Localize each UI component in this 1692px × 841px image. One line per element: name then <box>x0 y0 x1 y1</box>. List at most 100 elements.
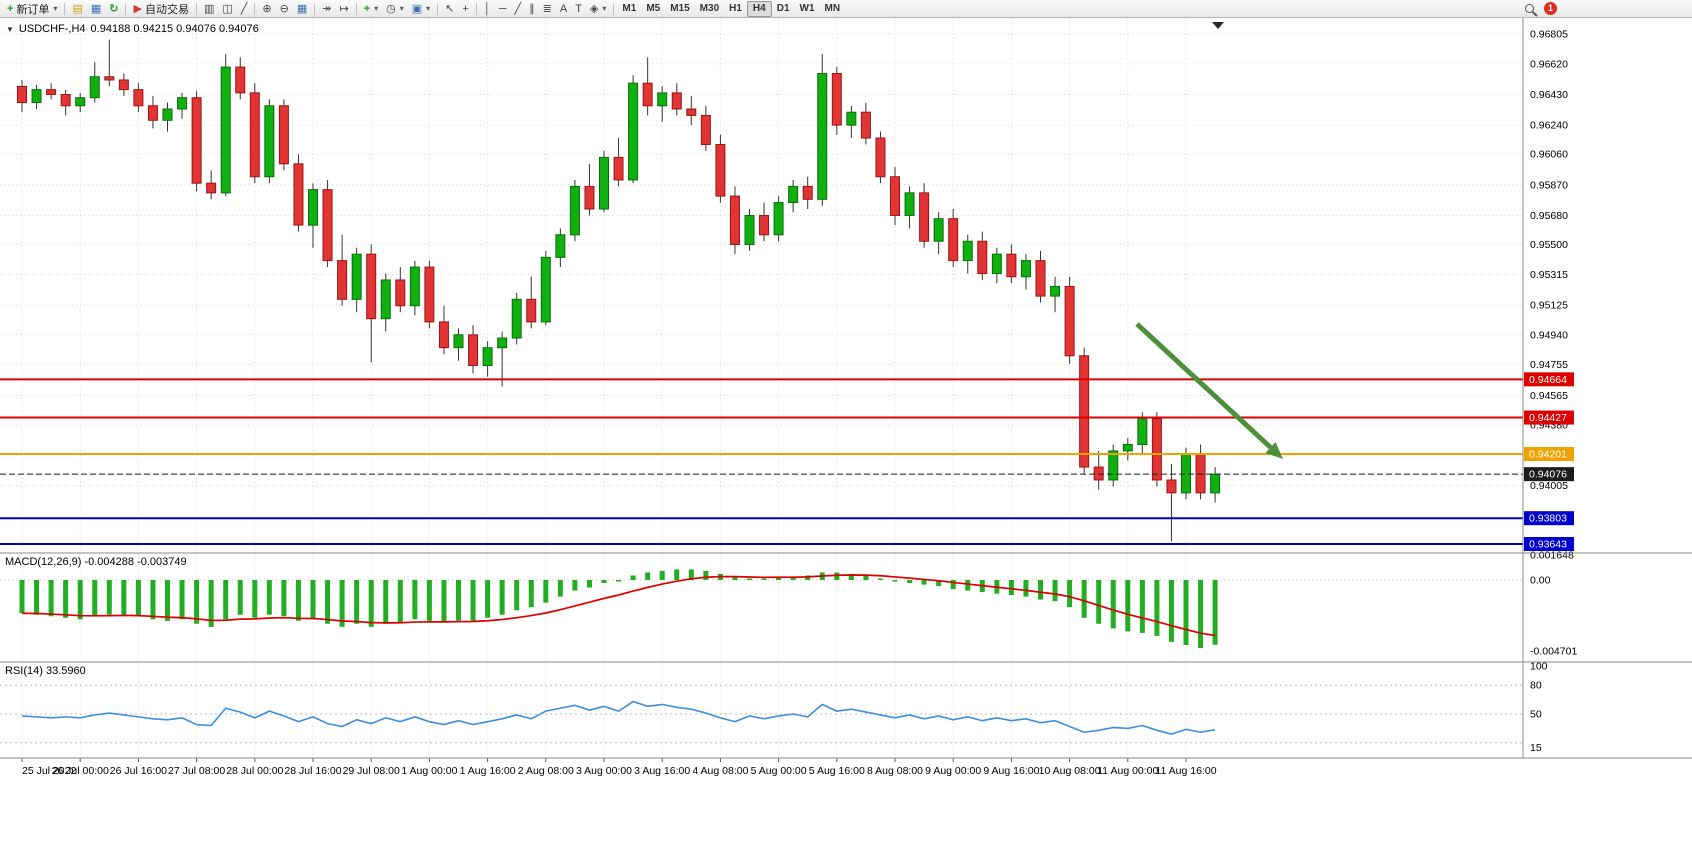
svg-text:0.94201: 0.94201 <box>1529 448 1567 460</box>
trendline-icon: ╱ <box>514 2 522 15</box>
svg-text:0.94076: 0.94076 <box>1529 469 1567 481</box>
candlestick-button[interactable]: ◫ <box>218 1 236 17</box>
svg-text:0.95125: 0.95125 <box>1530 299 1568 311</box>
timeframe-m30-button[interactable]: M30 <box>699 2 720 14</box>
svg-text:0.93803: 0.93803 <box>1529 513 1567 525</box>
line-chart-button[interactable]: ╱ <box>237 1 252 17</box>
timeframe-m5-button[interactable]: M5 <box>646 2 661 14</box>
svg-text:4 Aug 08:00: 4 Aug 08:00 <box>692 765 748 777</box>
crosshair-icon: + <box>462 2 469 15</box>
svg-text:0.95315: 0.95315 <box>1530 269 1568 281</box>
chart-dropdown-arrow[interactable]: ▼ <box>6 24 14 34</box>
autoscroll-button[interactable]: ↠ <box>318 1 335 17</box>
svg-text:9 Aug 16:00: 9 Aug 16:00 <box>983 765 1039 777</box>
new-order-icon: + <box>7 2 14 15</box>
zoom-out-button[interactable]: ⊖ <box>276 1 293 17</box>
candlestick-icon: ◫ <box>222 2 233 15</box>
svg-text:29 Jul 08:00: 29 Jul 08:00 <box>343 765 400 777</box>
svg-text:0.94565: 0.94565 <box>1530 390 1568 402</box>
search-icon[interactable] <box>1525 4 1534 13</box>
autoscroll-icon: ↠ <box>322 2 332 15</box>
svg-text:27 Jul 08:00: 27 Jul 08:00 <box>168 765 225 777</box>
svg-text:0.00: 0.00 <box>1530 575 1551 587</box>
line-chart-icon: ╱ <box>240 2 248 15</box>
chevron-down-icon: ▾ <box>53 4 58 13</box>
svg-text:9 Aug 00:00: 9 Aug 00:00 <box>925 765 981 777</box>
channel-button[interactable]: ∥ <box>525 1 539 17</box>
timeframe-d1-button[interactable]: D1 <box>776 2 790 14</box>
autotrade-button[interactable]: ▶ 自动交易 <box>129 1 192 17</box>
svg-text:5 Aug 00:00: 5 Aug 00:00 <box>751 765 807 777</box>
templates-button[interactable]: ▣ ▾ <box>408 1 434 17</box>
cursor-icon: ↖ <box>445 2 455 15</box>
new-order-button[interactable]: + 新订单 ▾ <box>3 1 61 17</box>
vertical-line-button[interactable]: │ <box>480 1 495 17</box>
toolbar-separator <box>355 2 357 15</box>
channel-icon: ∥ <box>529 2 535 15</box>
tile-windows-icon: ▦ <box>296 2 308 15</box>
zoom-in-button[interactable]: ⊕ <box>258 1 275 17</box>
svg-text:11 Aug 16:00: 11 Aug 16:00 <box>1155 765 1216 777</box>
timeframe-m1-button[interactable]: M1 <box>622 2 637 14</box>
bar-chart-icon: ▥ <box>203 2 215 15</box>
timeframe-h4-button[interactable]: H4 <box>746 0 772 17</box>
timeframe-m15-button[interactable]: M15 <box>670 2 690 14</box>
svg-text:3 Aug 16:00: 3 Aug 16:00 <box>634 765 690 777</box>
toolbar-separator <box>314 2 316 15</box>
trendline-button[interactable]: ╱ <box>511 1 526 17</box>
charts-window-button[interactable]: ▤ <box>68 1 86 17</box>
notification-badge[interactable]: 1 <box>1544 2 1557 15</box>
svg-text:0.001648: 0.001648 <box>1530 550 1574 562</box>
svg-text:11 Aug 00:00: 11 Aug 00:00 <box>1097 765 1158 777</box>
svg-text:26 Jul 00:00: 26 Jul 00:00 <box>52 765 109 777</box>
timeframe-h1-button[interactable]: H1 <box>729 2 742 14</box>
svg-text:50: 50 <box>1530 709 1542 721</box>
fibonacci-button[interactable]: ≣ <box>539 1 556 17</box>
horizontal-line-icon: ─ <box>498 2 507 15</box>
charts-icon: ▤ <box>72 2 83 15</box>
svg-text:0.96805: 0.96805 <box>1530 29 1568 41</box>
clock-icon: ◷ <box>386 2 396 15</box>
chart-shift-button[interactable]: ↦ <box>335 1 352 17</box>
svg-text:25 Jul 2022: 25 Jul 2022 <box>22 765 76 777</box>
svg-text:0.96430: 0.96430 <box>1530 89 1568 101</box>
shapes-icon: ◈ <box>589 2 599 15</box>
data-window-button[interactable]: ▦ <box>87 1 105 17</box>
bar-chart-button[interactable]: ▥ <box>200 1 218 17</box>
horizontal-line-button[interactable]: ─ <box>495 1 511 17</box>
vertical-line-icon: │ <box>483 2 491 15</box>
label-tool-button[interactable]: T <box>571 1 586 17</box>
zoom-in-icon: ⊕ <box>262 2 272 15</box>
timeframe-mn-button[interactable]: MN <box>824 2 841 14</box>
svg-text:0.96060: 0.96060 <box>1530 149 1568 161</box>
symbol-timeframe-label: USDCHF-,H4 <box>18 23 86 35</box>
svg-text:0.94664: 0.94664 <box>1529 374 1567 386</box>
svg-text:8 Aug 08:00: 8 Aug 08:00 <box>867 765 923 777</box>
svg-text:15: 15 <box>1530 742 1542 754</box>
text-tool-button[interactable]: A <box>556 1 571 17</box>
templates-icon: ▣ <box>411 2 423 15</box>
shapes-button[interactable]: ◈ ▾ <box>586 1 610 17</box>
svg-text:0.95500: 0.95500 <box>1530 239 1568 251</box>
timeframe-w1-button[interactable]: W1 <box>799 2 815 14</box>
ohlc-values: 0.94188 0.94215 0.94076 0.94076 <box>90 23 259 35</box>
refresh-button[interactable]: ↻ <box>105 1 122 17</box>
chevron-down-icon: ▾ <box>602 4 607 13</box>
periods-button[interactable]: ◷ ▾ <box>382 1 408 17</box>
indicators-button[interactable]: + ▾ <box>360 1 382 17</box>
label-tool-icon: T <box>575 2 582 15</box>
chevron-down-icon: ▾ <box>399 4 404 13</box>
toolbar-separator <box>64 2 66 15</box>
tile-windows-button[interactable]: ▦ <box>293 1 311 17</box>
svg-text:0.93643: 0.93643 <box>1529 538 1567 550</box>
toolbar-separator <box>613 2 615 15</box>
cursor-button[interactable]: ↖ <box>441 1 458 17</box>
svg-text:2 Aug 08:00: 2 Aug 08:00 <box>518 765 574 777</box>
svg-text:0.94940: 0.94940 <box>1530 329 1568 341</box>
crosshair-button[interactable]: + <box>458 1 472 17</box>
data-window-icon: ▦ <box>90 2 102 15</box>
text-tool-icon: A <box>559 2 568 15</box>
toolbar-separator <box>125 2 127 15</box>
